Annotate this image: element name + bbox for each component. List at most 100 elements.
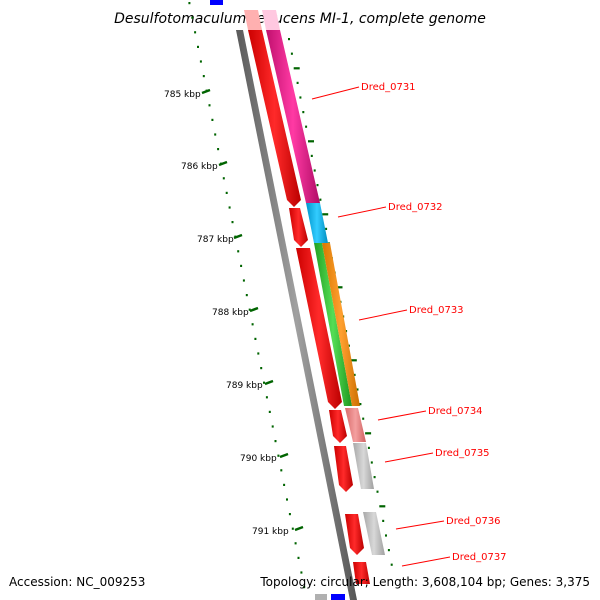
gene-label-dred-0733[interactable]: Dred_0733 bbox=[409, 305, 464, 316]
gc-dot bbox=[325, 227, 328, 230]
major-tick bbox=[249, 306, 259, 313]
gene-dred-0733-green[interactable] bbox=[314, 243, 352, 406]
gc-dot bbox=[370, 461, 373, 464]
map-title: Desulfotomaculum reducens MI-1, complete… bbox=[114, 11, 486, 27]
major-tick bbox=[294, 525, 304, 532]
blue-marker-bottom bbox=[331, 594, 345, 600]
gc-dot bbox=[379, 505, 386, 508]
ruler-dot bbox=[248, 308, 251, 311]
cds-arrow bbox=[248, 30, 301, 207]
gene-dred-0736[interactable] bbox=[363, 512, 385, 555]
ruler-dot bbox=[242, 279, 245, 282]
gene-dred-0735[interactable] bbox=[353, 443, 374, 489]
major-tick bbox=[264, 379, 274, 386]
leader-line bbox=[395, 520, 445, 530]
gc-dot bbox=[305, 125, 308, 128]
major-tick bbox=[201, 88, 211, 95]
ruler-dot bbox=[237, 250, 240, 253]
ruler-dot bbox=[217, 148, 220, 151]
gene-dred-0731[interactable] bbox=[266, 30, 320, 203]
gc-dot bbox=[316, 184, 319, 187]
topology-text: Topology: circular; Length: 3,608,104 bp… bbox=[259, 575, 590, 589]
gc-dot bbox=[350, 359, 357, 362]
ruler-dot bbox=[291, 527, 294, 530]
kbp-tick-label: 785 kbp bbox=[164, 90, 201, 100]
gc-skew-ticks bbox=[288, 38, 393, 566]
gc-dot bbox=[365, 432, 372, 435]
ruler-dot bbox=[271, 425, 274, 428]
gc-dot bbox=[290, 52, 293, 55]
ruler-dot bbox=[214, 133, 217, 136]
gc-dot bbox=[302, 111, 305, 114]
ruler-dot bbox=[268, 410, 271, 413]
leader-line bbox=[311, 86, 360, 100]
gc-dot bbox=[319, 198, 322, 201]
leader-line bbox=[384, 452, 434, 463]
gene-label-dred-0737[interactable]: Dred_0737 bbox=[452, 552, 507, 563]
ruler-dot bbox=[202, 75, 205, 78]
cds-arrow bbox=[353, 562, 370, 584]
gc-dot bbox=[310, 154, 313, 157]
gene-dred-0734[interactable] bbox=[345, 408, 366, 442]
gc-dot bbox=[288, 38, 290, 41]
gc-dot bbox=[376, 490, 379, 493]
ruler-dot bbox=[265, 396, 268, 399]
ruler-dot bbox=[191, 16, 194, 19]
ruler-dot bbox=[211, 118, 214, 121]
kbp-tick-label: 786 kbp bbox=[181, 162, 218, 172]
ruler-dot bbox=[297, 556, 300, 559]
ruler-dot bbox=[240, 264, 243, 267]
ruler-dot bbox=[231, 221, 234, 224]
leader-line bbox=[377, 410, 427, 421]
major-tick bbox=[233, 233, 243, 240]
gc-dot bbox=[336, 286, 343, 289]
gene-dred-0732[interactable] bbox=[306, 203, 328, 243]
kbp-tick-label: 790 kbp bbox=[240, 454, 277, 464]
gc-dot bbox=[313, 169, 316, 172]
kbp-tick-label: 791 kbp bbox=[252, 527, 289, 537]
gene-label-dred-0735[interactable]: Dred_0735 bbox=[435, 448, 490, 459]
ruler-dot bbox=[300, 571, 303, 574]
gc-dot bbox=[385, 534, 387, 537]
gc-dot bbox=[373, 476, 376, 479]
kbp-tick-label: 787 kbp bbox=[197, 235, 234, 245]
gc-dot bbox=[322, 213, 329, 216]
cds-arrow bbox=[296, 248, 342, 409]
ruler-dot bbox=[197, 45, 199, 48]
gray-marker-bottom bbox=[315, 594, 327, 600]
gc-dot bbox=[308, 140, 314, 143]
ruler-dot bbox=[303, 586, 306, 589]
gc-dot bbox=[387, 549, 390, 552]
gene-segment-top-light bbox=[244, 10, 262, 30]
gc-dot bbox=[359, 403, 362, 406]
gene-label-dred-0731[interactable]: Dred_0731 bbox=[361, 82, 416, 93]
ruler-dot bbox=[199, 60, 202, 63]
gene-dred-0733-orange[interactable] bbox=[322, 243, 360, 406]
ruler-dot bbox=[260, 367, 263, 370]
blue-marker-top bbox=[210, 0, 223, 5]
ruler-dot bbox=[294, 542, 297, 545]
major-tick bbox=[218, 160, 228, 167]
genome-backbone bbox=[236, 30, 357, 600]
kbp-tick-label: 788 kbp bbox=[212, 308, 249, 318]
leader-line bbox=[401, 556, 451, 567]
kbp-tick-label: 789 kbp bbox=[226, 381, 263, 391]
major-tick bbox=[279, 452, 289, 459]
gene-label-dred-0734[interactable]: Dred_0734 bbox=[428, 406, 483, 417]
ruler-dot bbox=[251, 323, 254, 326]
ruler-dot bbox=[208, 104, 211, 107]
cds-arrow bbox=[329, 410, 347, 443]
gc-dot bbox=[293, 67, 300, 70]
ruler-dot bbox=[263, 381, 265, 384]
leader-line bbox=[337, 206, 387, 218]
ruler-dot bbox=[280, 469, 283, 472]
gc-dot bbox=[353, 373, 356, 376]
ruler-dot bbox=[288, 513, 291, 516]
gene-label-dred-0736[interactable]: Dred_0736 bbox=[446, 516, 501, 527]
ruler-dot bbox=[225, 191, 228, 194]
ruler-dot bbox=[274, 440, 277, 443]
ruler-dot bbox=[222, 177, 225, 180]
gene-label-dred-0732[interactable]: Dred_0732 bbox=[388, 202, 443, 213]
ruler-major-ticks bbox=[201, 88, 304, 532]
